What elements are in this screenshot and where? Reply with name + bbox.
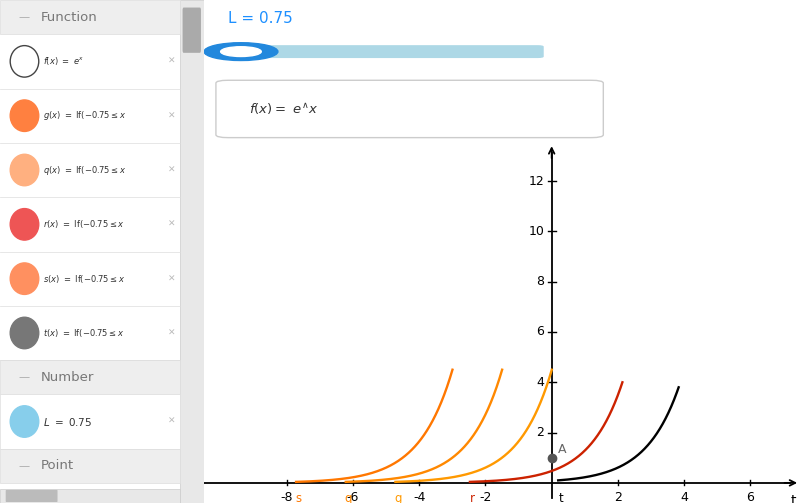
Text: ✕: ✕ (168, 417, 175, 426)
Text: ✕: ✕ (168, 165, 175, 175)
FancyBboxPatch shape (0, 449, 179, 483)
Ellipse shape (10, 100, 38, 131)
Text: A: A (558, 443, 566, 456)
Text: -2: -2 (479, 491, 492, 503)
Text: $g(x)\ =\ \mathrm{If}(-0.75 \leq x$: $g(x)\ =\ \mathrm{If}(-0.75 \leq x$ (43, 109, 126, 122)
Text: q: q (345, 492, 352, 503)
Text: Function: Function (41, 11, 98, 24)
Text: -6: -6 (347, 491, 359, 503)
Text: ✕: ✕ (168, 220, 175, 229)
Text: 12: 12 (529, 175, 544, 188)
Circle shape (221, 47, 262, 56)
Text: g: g (394, 492, 402, 503)
Text: ✕: ✕ (168, 57, 175, 66)
Text: $f(x){=}\ e^{\wedge}x$: $f(x){=}\ e^{\wedge}x$ (249, 101, 318, 117)
Text: 2: 2 (614, 491, 622, 503)
Text: $s(x)\ =\ \mathrm{If}(-0.75 \leq x$: $s(x)\ =\ \mathrm{If}(-0.75 \leq x$ (43, 273, 126, 285)
Ellipse shape (10, 209, 38, 240)
Text: —: — (18, 372, 30, 382)
Text: r: r (470, 492, 475, 503)
Text: ✕: ✕ (168, 328, 175, 338)
Circle shape (204, 43, 278, 60)
Text: ✕: ✕ (168, 274, 175, 283)
FancyBboxPatch shape (0, 360, 179, 394)
Text: 6: 6 (746, 491, 754, 503)
Text: —: — (18, 12, 30, 22)
Ellipse shape (10, 154, 38, 186)
Text: L = 0.75: L = 0.75 (228, 11, 293, 26)
FancyBboxPatch shape (0, 0, 179, 34)
Text: 2: 2 (537, 426, 544, 439)
Text: t: t (790, 494, 796, 503)
FancyBboxPatch shape (0, 394, 179, 449)
FancyBboxPatch shape (179, 0, 204, 503)
Text: -4: -4 (413, 491, 426, 503)
Ellipse shape (10, 406, 38, 437)
Text: Number: Number (41, 371, 94, 384)
Text: $r(x)\ =\ \mathrm{If}(-0.75 \leq x$: $r(x)\ =\ \mathrm{If}(-0.75 \leq x$ (43, 218, 125, 230)
Text: $q(x)\ =\ \mathrm{If}(-0.75 \leq x$: $q(x)\ =\ \mathrm{If}(-0.75 \leq x$ (43, 163, 126, 177)
Text: —: — (18, 461, 30, 471)
Ellipse shape (10, 46, 38, 77)
Text: 8: 8 (536, 275, 544, 288)
FancyBboxPatch shape (182, 8, 201, 53)
Text: -8: -8 (281, 491, 293, 503)
Ellipse shape (10, 263, 38, 294)
Text: 4: 4 (537, 376, 544, 389)
FancyBboxPatch shape (216, 80, 603, 138)
FancyBboxPatch shape (6, 490, 58, 502)
Text: $f(x)\ =\ e^{x}$: $f(x)\ =\ e^{x}$ (43, 55, 84, 67)
Text: 4: 4 (680, 491, 688, 503)
Text: 6: 6 (537, 325, 544, 339)
Ellipse shape (10, 317, 38, 349)
Text: s: s (296, 492, 302, 503)
FancyBboxPatch shape (222, 45, 544, 58)
Text: ✕: ✕ (168, 111, 175, 120)
Text: 10: 10 (529, 225, 544, 238)
Text: $t(x)\ =\ \mathrm{If}(-0.75 \leq x$: $t(x)\ =\ \mathrm{If}(-0.75 \leq x$ (43, 327, 124, 339)
Text: $L\ =\ 0.75$: $L\ =\ 0.75$ (43, 415, 91, 428)
Text: t: t (558, 492, 563, 503)
FancyBboxPatch shape (0, 489, 179, 503)
Text: Point: Point (41, 459, 74, 472)
